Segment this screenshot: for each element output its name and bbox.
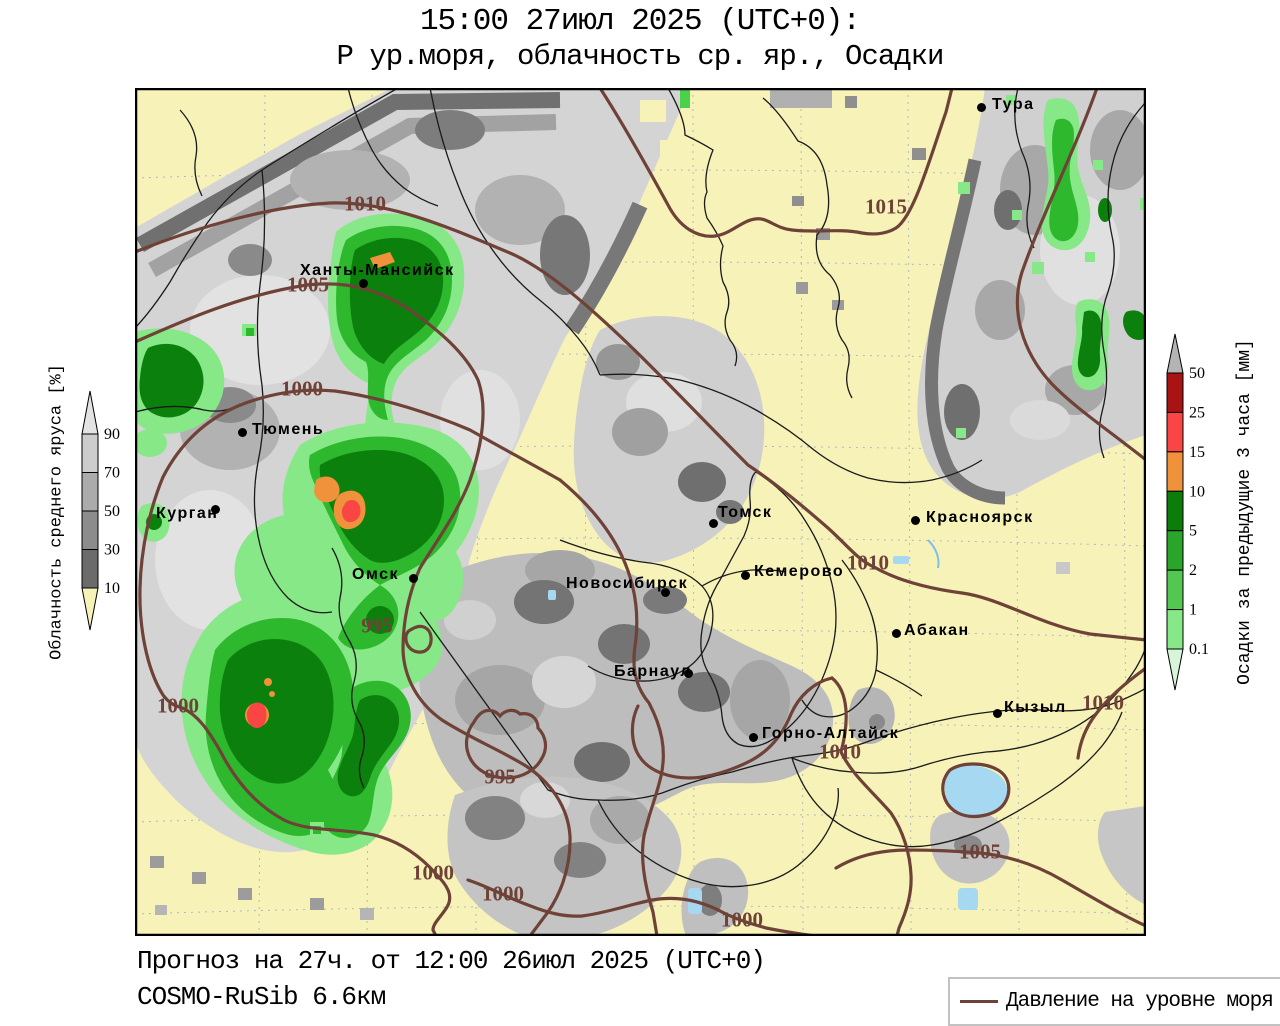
- map-title-fields: Р ур.моря, облачность ср. яр., Осадки: [336, 40, 945, 73]
- precipbar-host-svg: 50 25 15 10 5 2 1 0.1: [1166, 333, 1209, 691]
- water-layer: [548, 539, 1008, 914]
- isobar-legend-line: [960, 1000, 998, 1003]
- cloudbar-host-svg: 90 70 50 30 10: [81, 390, 120, 631]
- cloudbar-host-tick-5: 10: [104, 580, 120, 597]
- precipbar-host-tick-6: 2: [1189, 562, 1197, 579]
- precipbar-host-tick-4: 10: [1189, 483, 1205, 500]
- map-title-datetime: 15:00 27июл 2025 (UTC+0):: [419, 4, 861, 39]
- map-canvas: [135, 88, 1146, 936]
- forecast-info: Прогноз на 27ч. от 12:00 26июл 2025 (UTC…: [137, 946, 766, 976]
- isobar-legend-label: Давление на уровне моря: [1006, 990, 1274, 1013]
- precipbar-host-tick-7: 1: [1189, 602, 1197, 619]
- precipbar-host-tick-5: 5: [1189, 523, 1197, 540]
- cloud-colorbar-title: Облачность среднего яруса [%]: [47, 364, 67, 660]
- model-info: COSMO-RuSib 6.6км: [137, 982, 386, 1012]
- map-frame: [135, 88, 1146, 936]
- pressure-legend-box: Давление на уровне моря: [948, 977, 1280, 1026]
- cloudbar-host-tick-4: 30: [104, 542, 120, 559]
- cloudbar-host-tick-2: 70: [104, 465, 120, 482]
- cloudbar-host-tick-3: 50: [104, 503, 120, 520]
- precipbar-host-tick-1: 50: [1189, 365, 1205, 382]
- precipbar-host-tick-3: 15: [1189, 444, 1205, 461]
- precipbar-host-tick-8: 0.1: [1189, 641, 1209, 658]
- region-borders: [135, 88, 1146, 888]
- isobar-lines: [135, 88, 1146, 936]
- cloudbar-host-tick-1: 90: [104, 426, 120, 443]
- precipbar-host-tick-2: 25: [1189, 404, 1205, 421]
- forecast-map: [135, 88, 1146, 936]
